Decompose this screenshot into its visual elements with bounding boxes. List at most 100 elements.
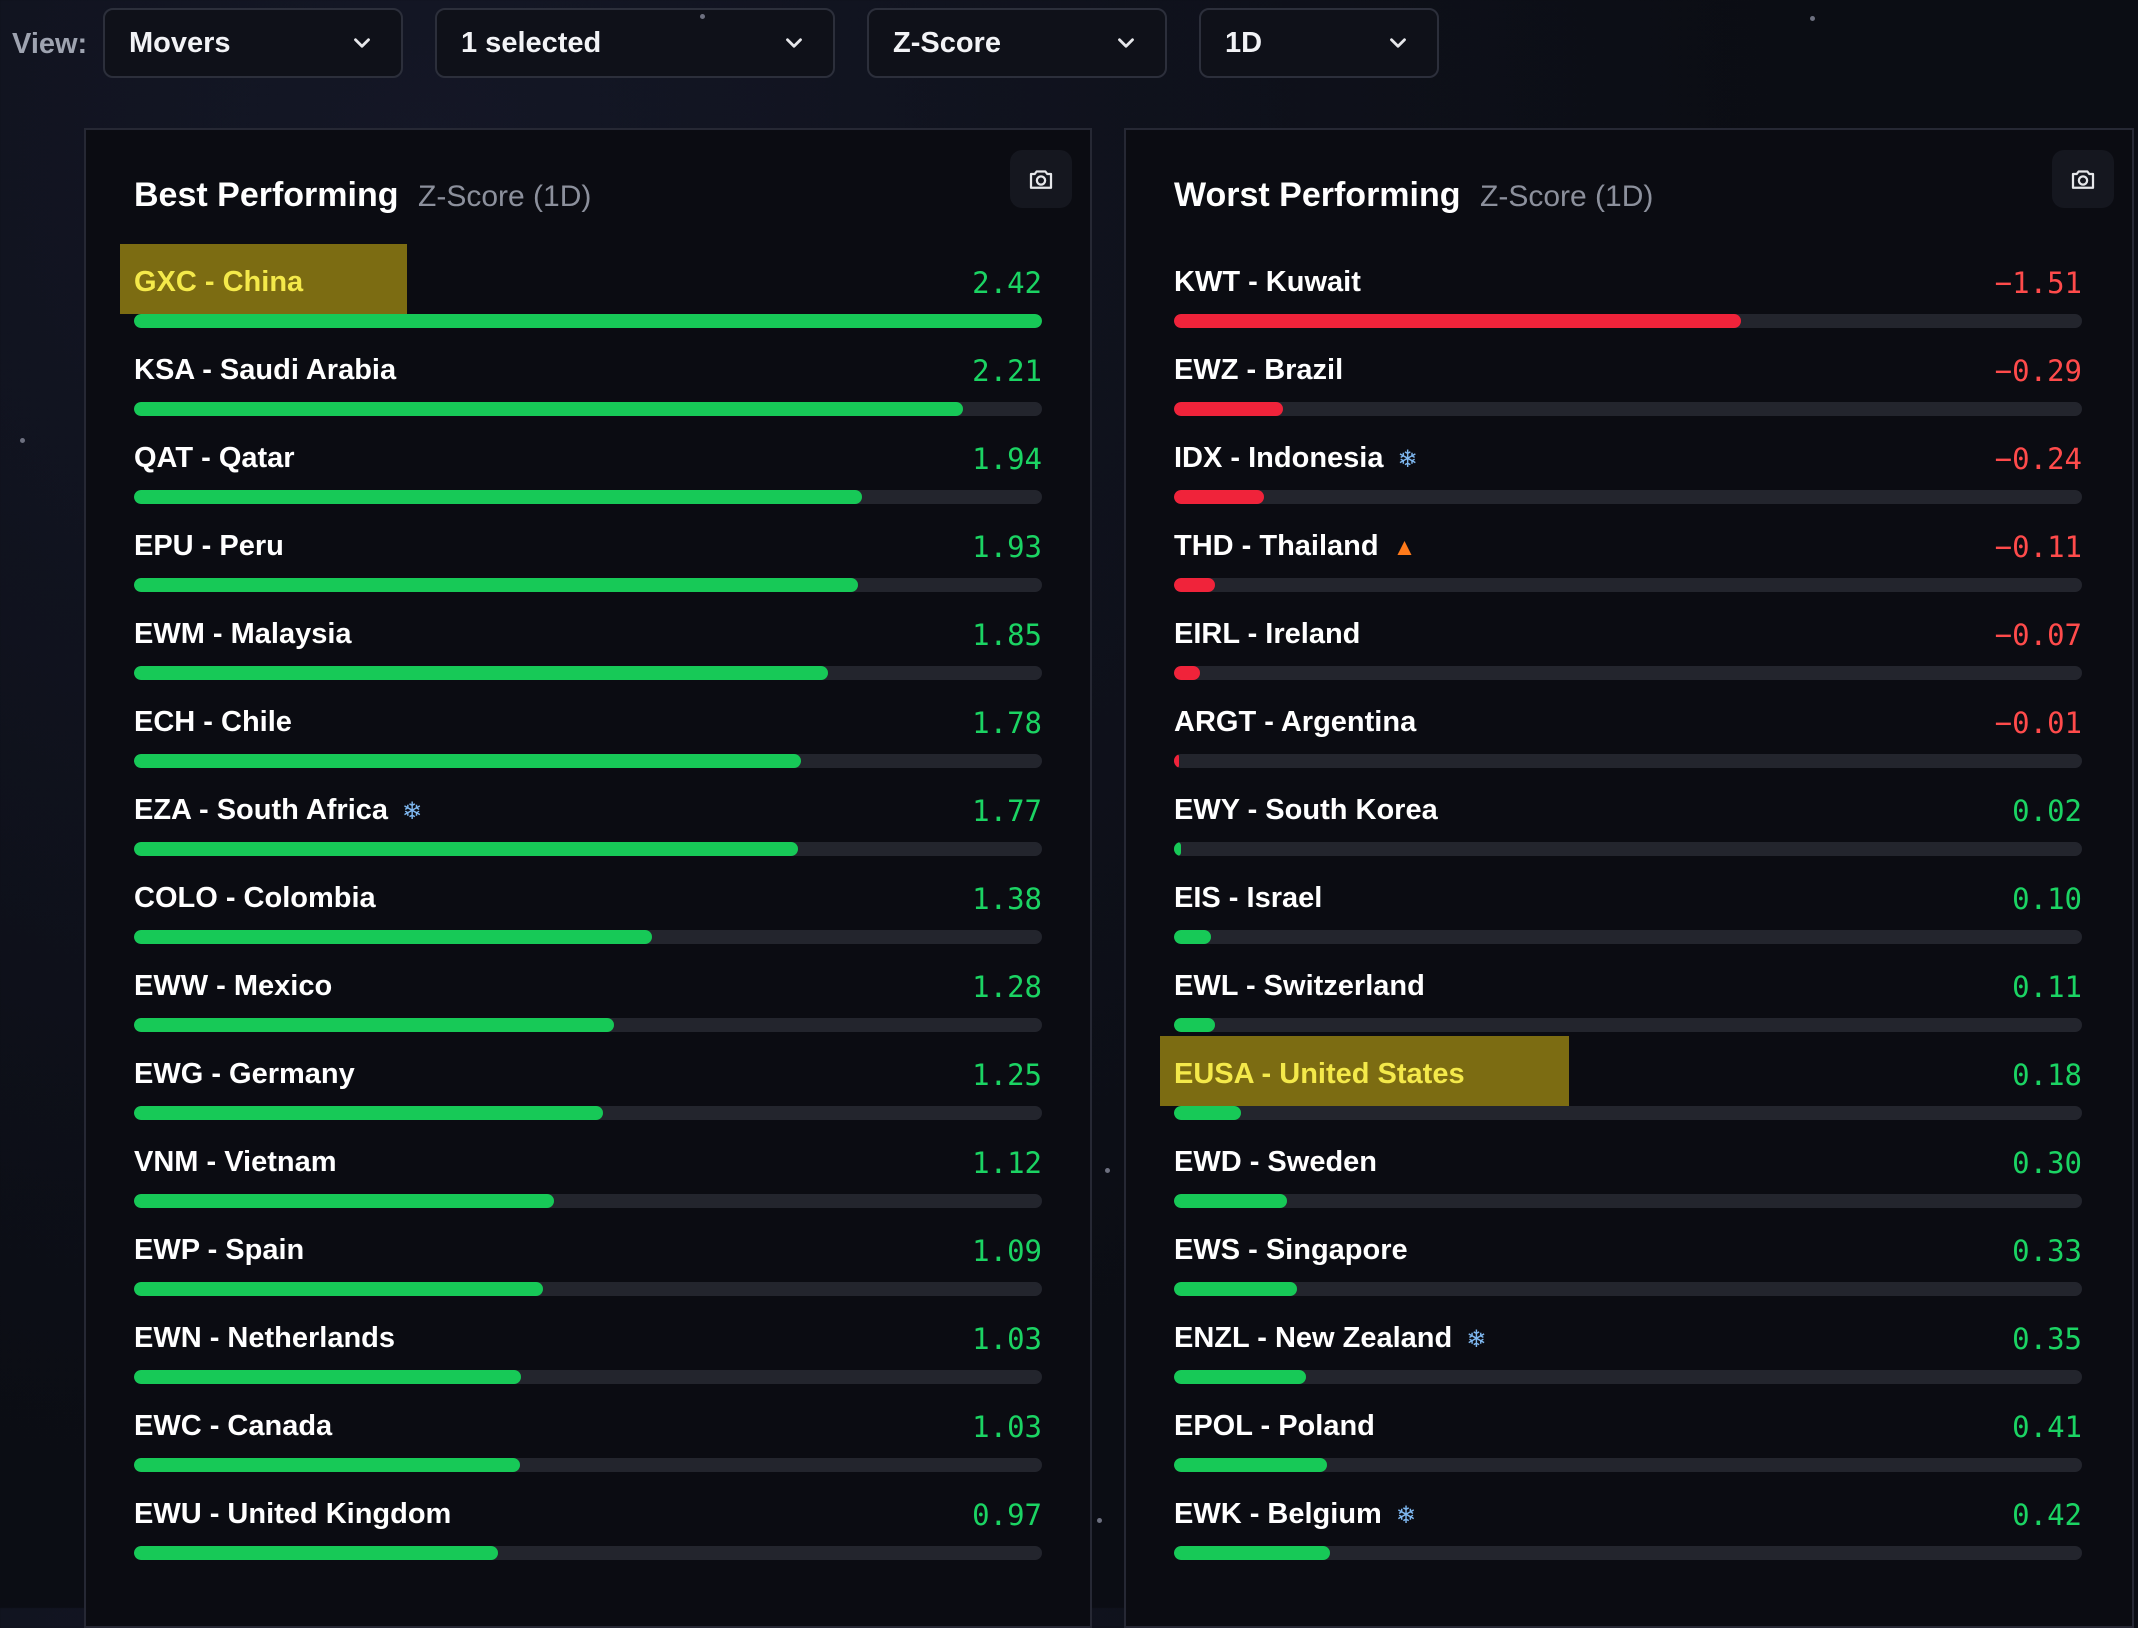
ticker-label: COLO - Colombia	[134, 882, 376, 915]
screenshot-button[interactable]	[1010, 150, 1072, 208]
list-item[interactable]: QAT - Qatar 1.94	[134, 420, 1042, 508]
zscore-value: 0.41	[2012, 1410, 2082, 1444]
bar-track	[1174, 666, 2082, 680]
ticker-name: EWN - Netherlands	[134, 1322, 396, 1354]
bar-fill	[1174, 490, 1264, 504]
list-item[interactable]: EIS - Israel 0.10	[1174, 860, 2082, 948]
bar-track	[1174, 490, 2082, 504]
ticker-label: EIS - Israel	[1174, 882, 1322, 915]
zscore-value: 1.03	[972, 1322, 1042, 1356]
bar-track	[1174, 930, 2082, 944]
panel-title: Worst Performing	[1174, 176, 1461, 214]
bar-fill	[134, 1458, 520, 1472]
bar-track	[1174, 1546, 2082, 1560]
zscore-value: 0.33	[2012, 1234, 2082, 1268]
bar-fill	[1174, 1194, 1287, 1208]
period-select[interactable]: 1D	[1199, 8, 1439, 78]
camera-icon	[2071, 170, 2095, 189]
list-item[interactable]: ECH - Chile 1.78	[134, 684, 1042, 772]
list-item[interactable]: GXC - China 2.42	[120, 244, 1042, 332]
ticker-name: ENZL - New Zealand	[1174, 1322, 1453, 1354]
list-item[interactable]: EUSA - United States 0.18	[1160, 1036, 2082, 1124]
zscore-value: 2.21	[972, 354, 1042, 388]
list-item[interactable]: EWN - Netherlands 1.03	[134, 1300, 1042, 1388]
list-item[interactable]: EWZ - Brazil −0.29	[1174, 332, 2082, 420]
bar-track	[1174, 754, 2082, 768]
list-item[interactable]: IDX - Indonesia ❄ −0.24	[1174, 420, 2082, 508]
bar-fill	[1174, 1458, 1328, 1472]
zscore-value: 1.94	[972, 442, 1042, 476]
screenshot-button[interactable]	[2052, 150, 2114, 208]
list-item[interactable]: ARGT - Argentina −0.01	[1174, 684, 2082, 772]
list-item[interactable]: KSA - Saudi Arabia 2.21	[134, 332, 1042, 420]
list-item[interactable]: VNM - Vietnam 1.12	[134, 1124, 1042, 1212]
list-item[interactable]: COLO - Colombia 1.38	[134, 860, 1042, 948]
bar-track	[134, 666, 1042, 680]
bar-track	[134, 402, 1042, 416]
bar-fill	[1174, 314, 1741, 328]
ticker-label: EWZ - Brazil	[1174, 354, 1343, 387]
selection-select[interactable]: 1 selected	[435, 8, 835, 78]
camera-icon	[1029, 170, 1053, 189]
chevron-down-icon	[1113, 30, 1139, 56]
list-item[interactable]: EIRL - Ireland −0.07	[1174, 596, 2082, 684]
zscore-value: 1.78	[972, 706, 1042, 740]
selection-value: 1 selected	[461, 27, 602, 59]
ticker-label: EWY - South Korea	[1174, 794, 1438, 827]
bar-fill	[134, 1546, 499, 1560]
list-item[interactable]: THD - Thailand ▲ −0.11	[1174, 508, 2082, 596]
bar-fill	[1174, 578, 1215, 592]
bar-fill	[1174, 842, 1182, 856]
list-item[interactable]: EPU - Peru 1.93	[134, 508, 1042, 596]
bar-track	[134, 1106, 1042, 1120]
bar-track	[1174, 1458, 2082, 1472]
bar-fill	[134, 1018, 615, 1032]
bar-track	[1174, 578, 2082, 592]
background-dot	[1097, 1518, 1102, 1523]
bar-fill	[1174, 1106, 1242, 1120]
ticker-name: EUSA - United States	[1174, 1058, 1465, 1090]
fire-icon: ▲	[1392, 534, 1417, 561]
view-mode-select[interactable]: Movers	[103, 8, 403, 78]
list-item[interactable]: KWT - Kuwait −1.51	[1174, 244, 2082, 332]
zscore-value: −0.29	[1994, 354, 2082, 388]
list-item[interactable]: EWM - Malaysia 1.85	[134, 596, 1042, 684]
zscore-value: 0.11	[2012, 970, 2082, 1004]
background-dot	[700, 14, 705, 19]
zscore-value: 0.42	[2012, 1498, 2082, 1532]
list-item[interactable]: EWP - Spain 1.09	[134, 1212, 1042, 1300]
list-item[interactable]: EWU - United Kingdom 0.97	[134, 1476, 1042, 1564]
bar-fill	[1174, 754, 1180, 768]
list-item[interactable]: EWL - Switzerland 0.11	[1174, 948, 2082, 1036]
bar-fill	[1174, 402, 1283, 416]
ticker-label: EWN - Netherlands	[134, 1322, 395, 1355]
list-item[interactable]: EZA - South Africa ❄ 1.77	[134, 772, 1042, 860]
best-performing-panel: Best Performing Z-Score (1D) GXC - China…	[84, 128, 1092, 1628]
list-item[interactable]: EWG - Germany 1.25	[134, 1036, 1042, 1124]
list-item[interactable]: EPOL - Poland 0.41	[1174, 1388, 2082, 1476]
ticker-label: GXC - China	[134, 266, 303, 299]
ticker-label: EWU - United Kingdom	[134, 1498, 451, 1531]
ticker-label: EWS - Singapore	[1174, 1234, 1408, 1267]
zscore-value: 0.35	[2012, 1322, 2082, 1356]
ticker-label: EWL - Switzerland	[1174, 970, 1425, 1003]
zscore-value: 1.09	[972, 1234, 1042, 1268]
ticker-label: KSA - Saudi Arabia	[134, 354, 396, 387]
ticker-name: EWM - Malaysia	[134, 618, 352, 650]
snowflake-icon: ❄	[1395, 1502, 1416, 1529]
list-item[interactable]: ENZL - New Zealand ❄ 0.35	[1174, 1300, 2082, 1388]
list-item[interactable]: EWD - Sweden 0.30	[1174, 1124, 2082, 1212]
list-item[interactable]: EWY - South Korea 0.02	[1174, 772, 2082, 860]
ticker-label: EIRL - Ireland	[1174, 618, 1360, 651]
list-item[interactable]: EWS - Singapore 0.33	[1174, 1212, 2082, 1300]
list-item[interactable]: EWW - Mexico 1.28	[134, 948, 1042, 1036]
list-item[interactable]: EWC - Canada 1.03	[134, 1388, 1042, 1476]
ticker-name: EZA - South Africa	[134, 794, 389, 826]
list-item[interactable]: EWK - Belgium ❄ 0.42	[1174, 1476, 2082, 1564]
bar-fill	[1174, 1370, 1306, 1384]
ticker-name: THD - Thailand	[1174, 530, 1379, 562]
ticker-label: EWC - Canada	[134, 1410, 332, 1443]
ticker-name: QAT - Qatar	[134, 442, 295, 474]
ticker-name: EIRL - Ireland	[1174, 618, 1361, 650]
metric-select[interactable]: Z-Score	[867, 8, 1167, 78]
